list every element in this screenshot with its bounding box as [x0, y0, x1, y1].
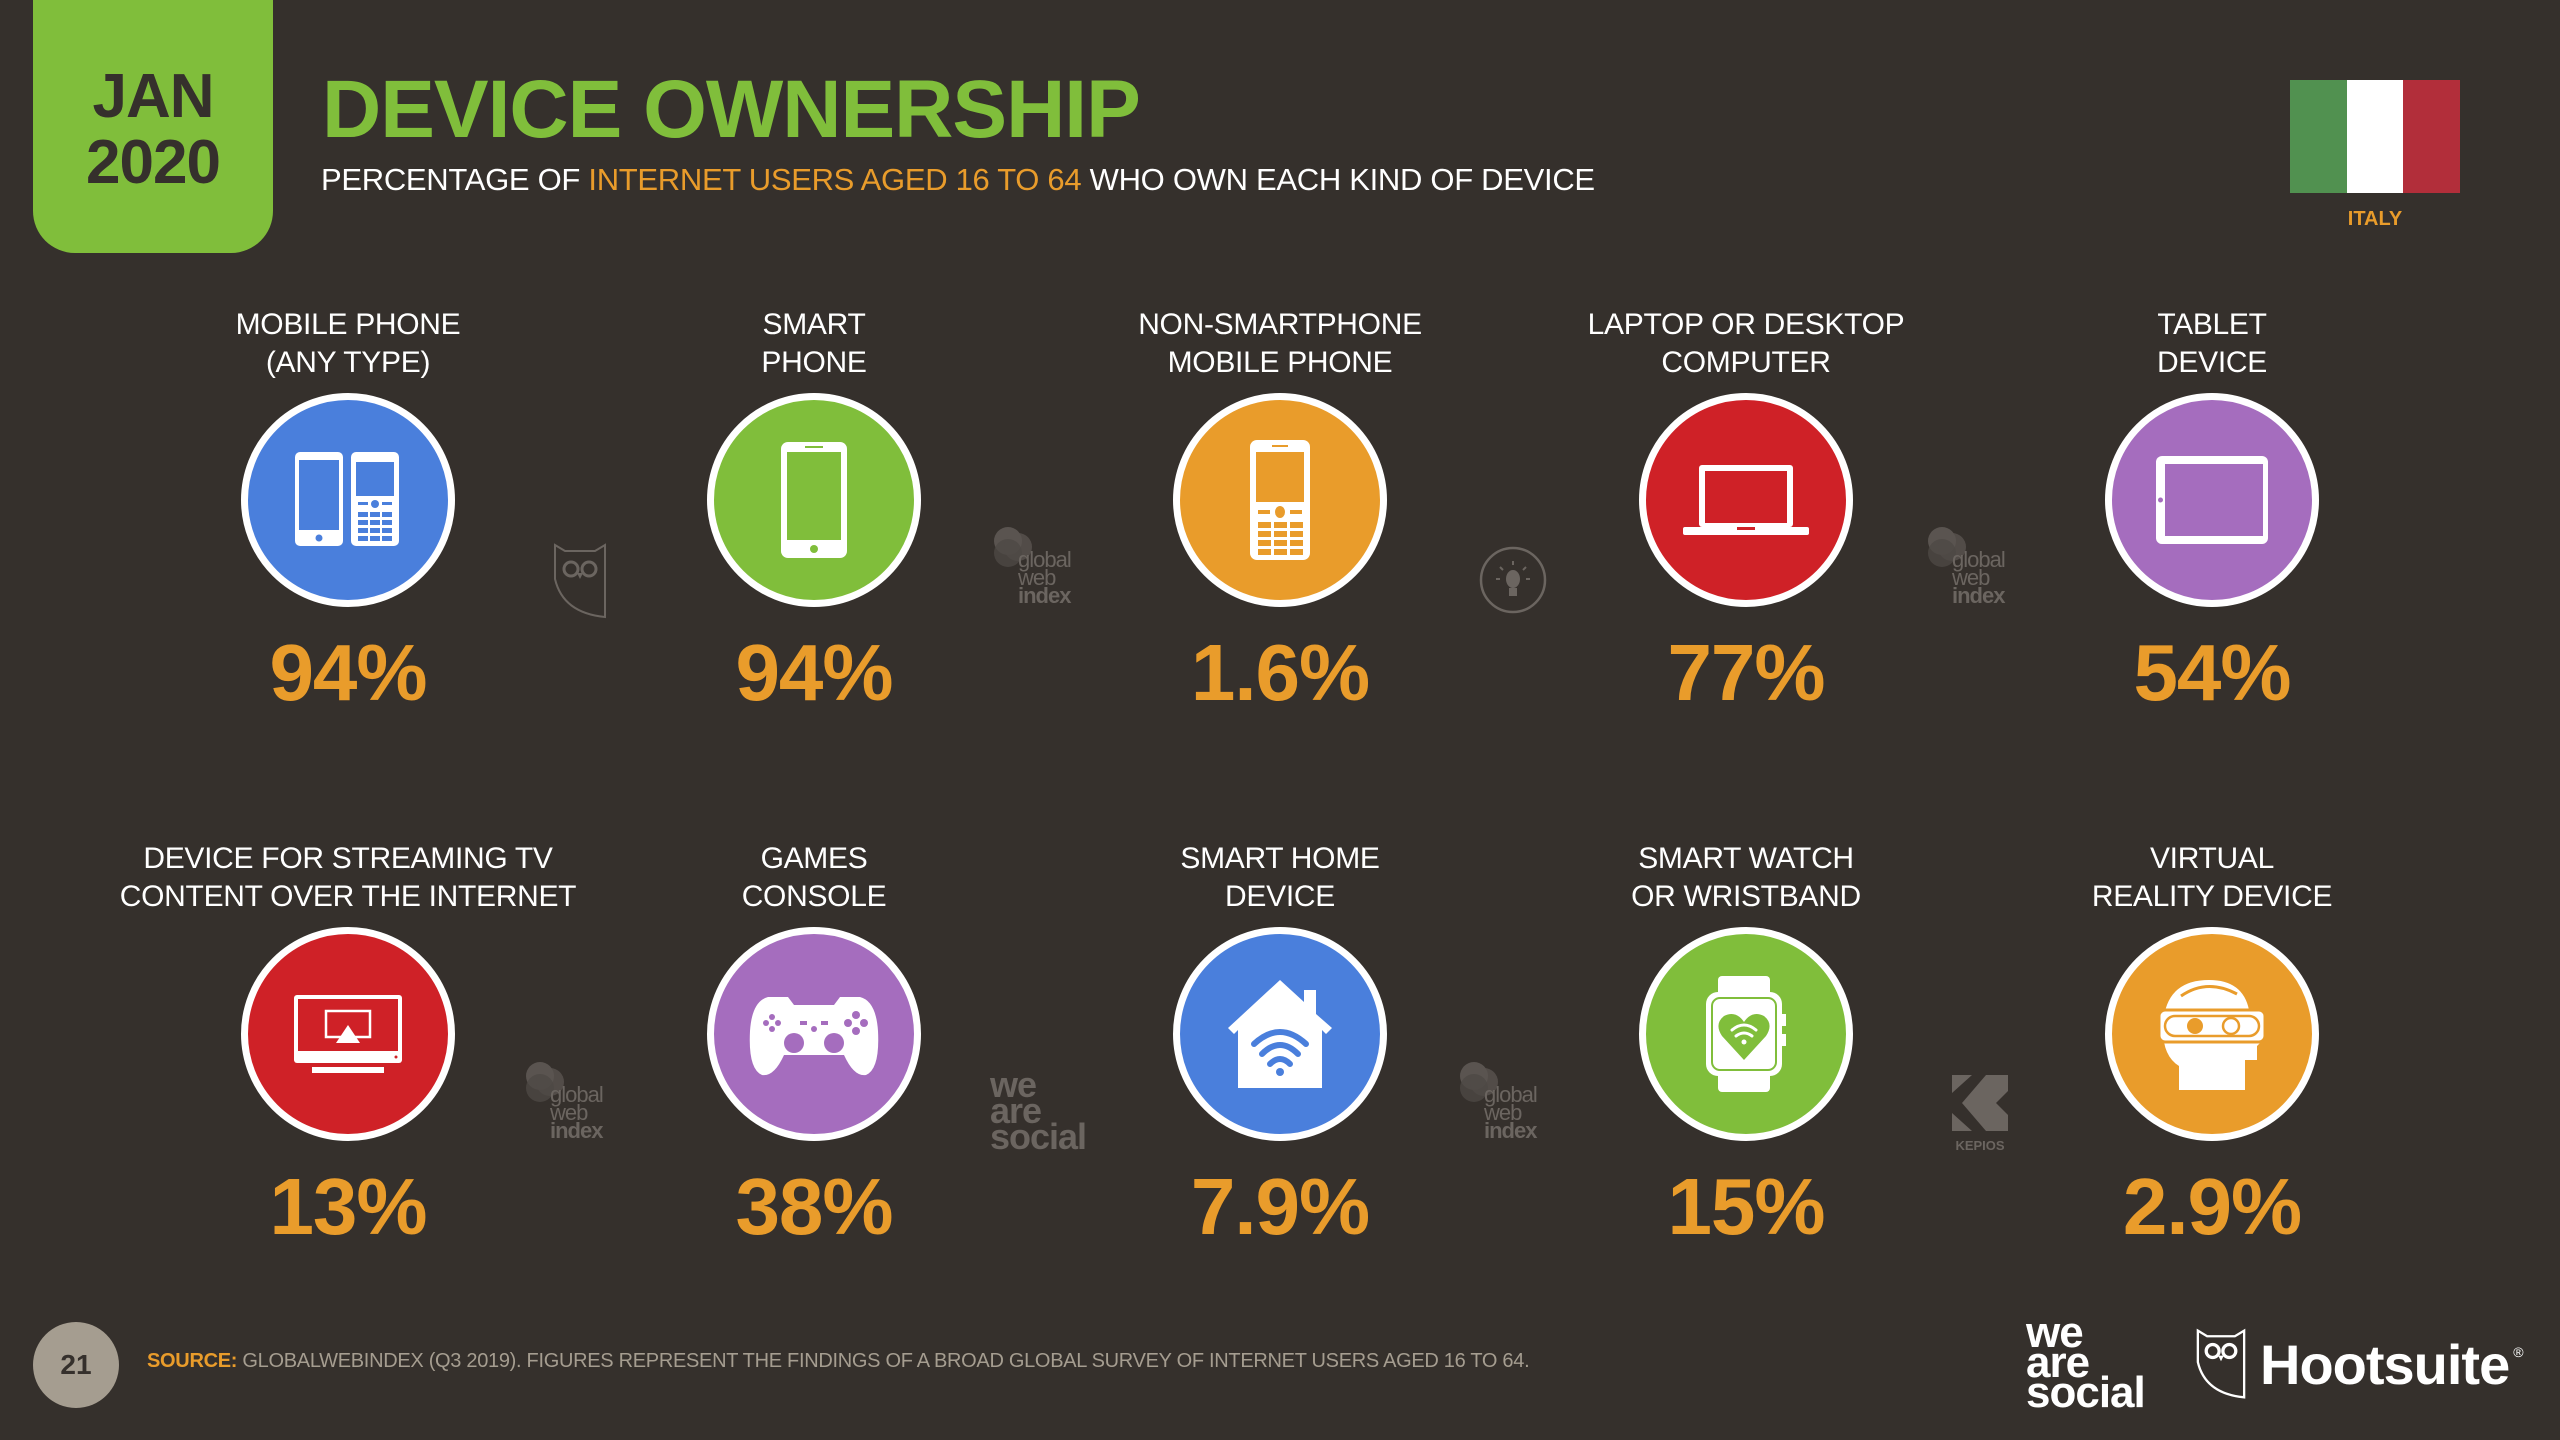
country-label: ITALY — [2347, 208, 2403, 230]
device-value: 1.6% — [1190, 628, 1370, 717]
globalwebindex-watermark: global web index — [522, 1060, 632, 1160]
device-label: SMART HOME DEVICE — [1180, 842, 1380, 913]
subtitle-post: WHO OWN EACH KIND OF DEVICE — [1081, 162, 1595, 197]
subtitle-pre: PERCENTAGE OF — [321, 162, 589, 197]
we-are-social-logo: we are social — [2026, 1308, 2146, 1417]
hootsuite-wordmark: Hootsuite — [2260, 1332, 2510, 1396]
subtitle-highlight: INTERNET USERS AGED 16 TO 64 — [588, 162, 1082, 197]
device-value: 15% — [1667, 1162, 1825, 1251]
page-number: 21 — [33, 1322, 119, 1408]
kepios-logo-icon — [1952, 1075, 2008, 1131]
device-label: VIRTUAL REALITY DEVICE — [2091, 842, 2333, 913]
laptop-icon — [1683, 465, 1809, 535]
we-are-social-watermark: we are social — [990, 1064, 1087, 1157]
tablet-icon — [2156, 456, 2268, 544]
device-circle — [1173, 927, 1387, 1141]
globalwebindex-watermark: global web index — [990, 525, 1100, 625]
device-label: LAPTOP OR DESKTOP COMPUTER — [1587, 308, 1905, 379]
source-text: GLOBALWEBINDEX (Q3 2019). FIGURES REPRES… — [237, 1350, 1530, 1372]
device-circle — [707, 927, 921, 1141]
date-badge: JAN 2020 — [33, 0, 273, 253]
device-circle — [241, 927, 455, 1141]
device-circle — [707, 393, 921, 607]
hootsuite-owl-icon — [2196, 1328, 2246, 1399]
device-label: NON-SMARTPHONE MOBILE PHONE — [1138, 308, 1422, 379]
device-value: 7.9% — [1190, 1162, 1370, 1251]
device-value: 94% — [735, 628, 893, 717]
gwi-circles-icon — [994, 527, 1032, 567]
date-month: JAN — [92, 61, 214, 131]
page-title: DEVICE OWNERSHIP — [322, 64, 1141, 155]
kepios-watermark: KEPIOS — [1952, 1075, 2008, 1153]
gwi-circles-icon — [526, 1062, 564, 1102]
device-circle — [1639, 927, 1853, 1141]
smart-home-icon — [1228, 980, 1332, 1088]
device-label: SMART WATCH OR WRISTBAND — [1631, 842, 1861, 913]
device-label: GAMES CONSOLE — [741, 842, 887, 913]
page-subtitle: PERCENTAGE OF INTERNET USERS AGED 16 TO … — [321, 160, 1595, 200]
italy-flag-icon — [2290, 80, 2461, 193]
device-label: SMART PHONE — [761, 308, 867, 379]
lightbulb-watermark-icon — [1478, 545, 1548, 620]
source-label: SOURCE: — [147, 1350, 238, 1372]
device-value: 54% — [2133, 628, 2291, 717]
gwi-circles-icon — [1460, 1062, 1498, 1102]
device-circle — [2105, 927, 2319, 1141]
hootsuite-owl-watermark-icon — [553, 543, 607, 624]
gwi-circles-icon — [1928, 527, 1966, 567]
smartwatch-icon — [1706, 976, 1786, 1092]
device-label: MOBILE PHONE (ANY TYPE) — [235, 308, 461, 379]
device-value: 77% — [1667, 628, 1825, 717]
date-year: 2020 — [86, 127, 221, 197]
device-circle — [1173, 393, 1387, 607]
device-circle — [241, 393, 455, 607]
vr-headset-icon — [2157, 980, 2267, 1090]
device-circle — [1639, 393, 1853, 607]
device-value: 2.9% — [2122, 1162, 2302, 1251]
hootsuite-logo: Hootsuite ® — [2196, 1326, 2524, 1402]
device-value: 13% — [269, 1162, 427, 1251]
globalwebindex-watermark: global web index — [1924, 525, 2034, 625]
streaming-tv-icon — [294, 995, 402, 1073]
gamepad-icon — [749, 997, 879, 1076]
mobile-phones-icon — [295, 452, 399, 546]
device-value: 38% — [735, 1162, 893, 1251]
smartphone-icon — [781, 442, 847, 558]
source-note: SOURCE: GLOBALWEBINDEX (Q3 2019). FIGURE… — [147, 1350, 1530, 1373]
device-label: DEVICE FOR STREAMING TV CONTENT OVER THE … — [119, 842, 577, 913]
globalwebindex-watermark: global web index — [1456, 1060, 1566, 1160]
device-circle — [2105, 393, 2319, 607]
device-value: 94% — [269, 628, 427, 717]
feature-phone-icon — [1250, 440, 1310, 560]
device-label: TABLET DEVICE — [2157, 308, 2267, 379]
